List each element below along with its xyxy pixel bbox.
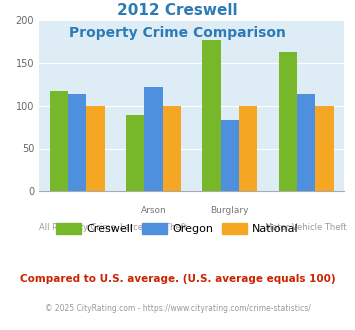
Text: Larceny & Theft: Larceny & Theft (120, 223, 187, 232)
Bar (126, 115, 144, 191)
Legend: Creswell, Oregon, National: Creswell, Oregon, National (52, 218, 303, 239)
Bar (68, 94, 86, 191)
Bar (221, 120, 239, 191)
Bar (297, 94, 315, 191)
Bar (315, 106, 334, 191)
Bar (239, 106, 257, 191)
Bar (144, 87, 163, 191)
Bar (202, 40, 221, 191)
Bar (279, 51, 297, 191)
Bar (86, 106, 105, 191)
Text: Burglary: Burglary (211, 206, 249, 215)
Bar (50, 91, 68, 191)
Text: © 2025 CityRating.com - https://www.cityrating.com/crime-statistics/: © 2025 CityRating.com - https://www.city… (45, 304, 310, 313)
Text: 2012 Creswell: 2012 Creswell (117, 3, 238, 18)
Text: Compared to U.S. average. (U.S. average equals 100): Compared to U.S. average. (U.S. average … (20, 274, 335, 284)
Bar (163, 106, 181, 191)
Text: Motor Vehicle Theft: Motor Vehicle Theft (266, 223, 347, 232)
Text: Property Crime Comparison: Property Crime Comparison (69, 26, 286, 40)
Text: Arson: Arson (141, 206, 166, 215)
Text: All Property Crime: All Property Crime (39, 223, 116, 232)
